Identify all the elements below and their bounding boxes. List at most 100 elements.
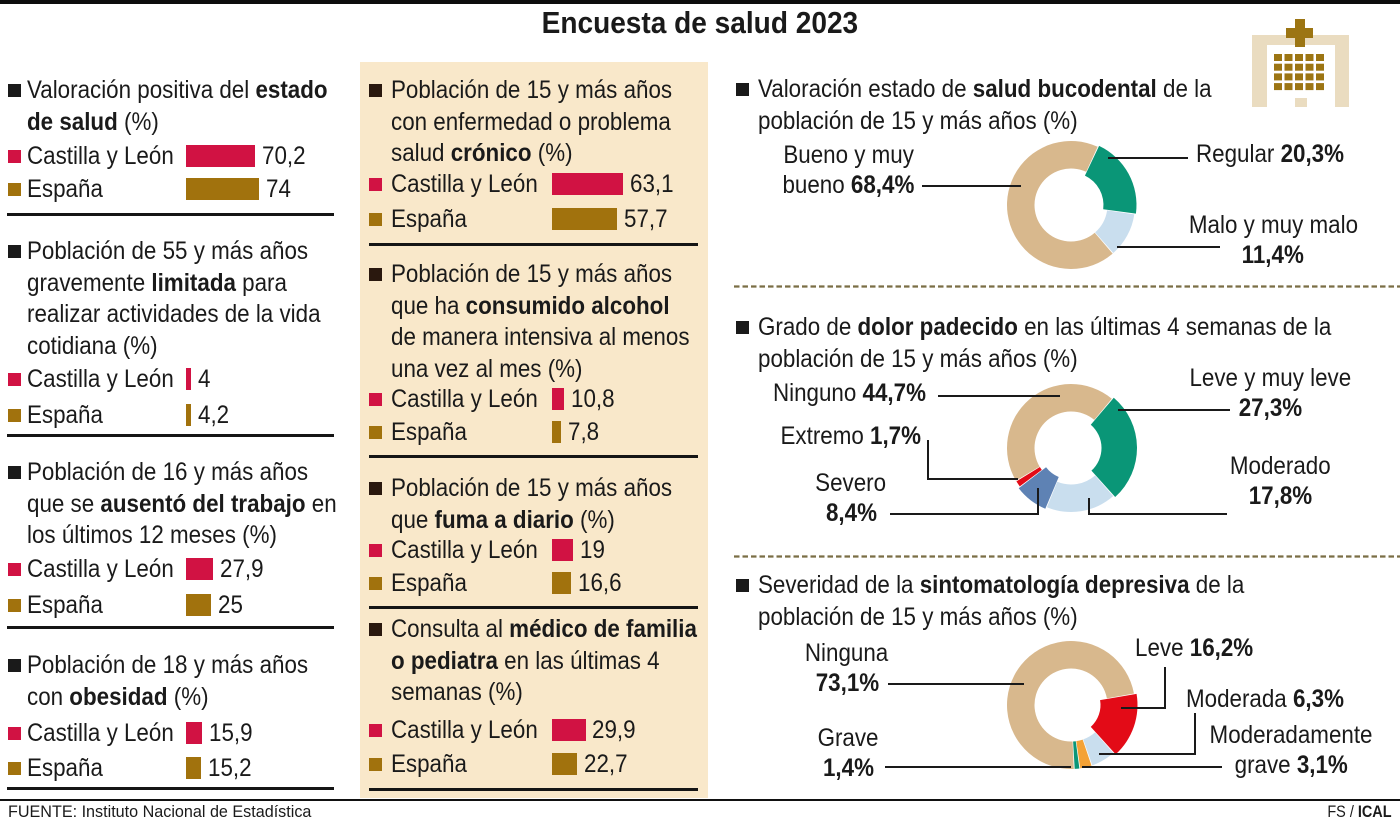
legend-row: Castilla y León 19 (369, 535, 709, 565)
text-run-bold: 3,1% (1296, 751, 1348, 779)
legend-swatch (369, 213, 382, 226)
text-run: población de 15 y más años (%) (758, 602, 1078, 631)
text-run-bold: estado (255, 76, 328, 104)
legend-label: Castilla y León (27, 141, 191, 171)
block-separator (369, 243, 698, 246)
credit-text: FS / ICAL (1328, 801, 1392, 823)
legend-label: España (27, 753, 112, 783)
value-label: 16,6 (578, 568, 627, 598)
heading-line: Población de 15 y más años (391, 259, 725, 291)
donut-label-line: 8,4% (681, 498, 1021, 528)
text-run: Valoración positiva del (27, 76, 256, 104)
heading-line: Población de 16 y más años (27, 457, 373, 489)
heading-bullet-icon (8, 84, 21, 97)
value-label: 7,8 (568, 417, 603, 447)
value-bar (552, 539, 574, 561)
value-label: 22,7 (584, 749, 633, 779)
legend-swatch (8, 599, 21, 612)
text-run: Severo (815, 469, 887, 497)
text-run: Ninguna (805, 639, 889, 667)
heading-bullet-icon (736, 321, 749, 334)
legend-label-text: Castilla y León (391, 385, 538, 413)
block-separator (7, 434, 334, 437)
text-run: Población de 15 y más años (391, 260, 673, 288)
legend-swatch (8, 762, 21, 775)
text-run: Población de 16 y más años (27, 458, 309, 486)
heading-bullet-icon (8, 245, 21, 258)
text-run: (%) (573, 505, 615, 534)
legend-swatch (369, 178, 382, 191)
donut-label-line: Severo (681, 468, 1021, 498)
value-label: 25 (218, 590, 246, 620)
value-label: 10,8 (571, 384, 620, 414)
text-line-content: una vez al mes (%) (391, 354, 583, 386)
value-text: 10,8 (571, 385, 615, 413)
text-run: de la (1156, 75, 1212, 103)
heading-line: que ha consumido alcohol (391, 291, 725, 323)
legend-label-text: Castilla y León (391, 536, 538, 564)
text-run-bold: ausentó del trabajo (100, 489, 306, 518)
text-run: (%) (531, 139, 573, 167)
legend-label: Castilla y León (27, 718, 191, 748)
heading-line: Población de 18 y más años (27, 650, 341, 682)
heading-bullet-icon (369, 84, 382, 97)
donut-slice-regular (1084, 145, 1137, 214)
legend-label: Castilla y León (391, 169, 555, 199)
text-line-content: Valoración estado de salud bucodental de… (758, 74, 1212, 106)
text-run: Población de 55 y más años (27, 237, 309, 265)
value-text: 15,9 (208, 719, 253, 747)
heading-line: salud crónico (%) (391, 138, 705, 170)
text-run-bold: 8,4% (825, 499, 877, 527)
value-bar (186, 722, 202, 744)
legend-row: España 4,2 (8, 400, 348, 430)
text-run: Moderado (1229, 452, 1331, 480)
footer-rule (0, 799, 1400, 801)
text-run-bold: 20,3% (1280, 140, 1345, 168)
text-run-bold: 1,4% (822, 754, 874, 782)
value-bar (186, 594, 211, 616)
text-line-content: 11,4% (1242, 240, 1304, 270)
donut-slice-ninguno (1006, 383, 1112, 481)
value-text: 16,6 (577, 569, 622, 597)
text-line-content: Moderado (1230, 451, 1331, 481)
text-run: para (235, 268, 287, 297)
heading-line: gravemente limitada para (27, 268, 355, 300)
heading-line: que fuma a diario (%) (391, 505, 705, 537)
text-run: Grave (817, 724, 879, 752)
heading-line: población de 15 y más años (%) (758, 602, 1301, 634)
text-run: Valoración estado de (758, 75, 973, 103)
text-run: que (391, 505, 435, 534)
text-run: en las últimas 4 semanas de la (1017, 313, 1332, 341)
donut-label-line: Grave (678, 723, 1018, 753)
value-bar (552, 173, 623, 195)
donut-section-heading: Valoración estado de salud bucodental de… (758, 74, 1265, 137)
text-run-bold: 44,7% (862, 379, 926, 407)
credit-prefix: FS / (1327, 802, 1359, 821)
donut-label-extremo: Extremo 1,7% (601, 421, 921, 451)
text-run-bold: médico de familia (509, 615, 697, 643)
text-line-content: Extremo 1,7% (780, 421, 921, 451)
donut-slice-bueno-y-muy-bueno (1006, 141, 1113, 270)
donut-label-line: 11,4% (1103, 240, 1400, 270)
top-rule (0, 0, 1400, 4)
legend-swatch (8, 150, 21, 163)
text-line-content: Población de 18 y más años (27, 650, 308, 682)
text-run: de manera intensiva al menos (391, 323, 690, 351)
legend-row: España 57,7 (369, 204, 709, 234)
text-line-content: Severo (816, 468, 887, 498)
donut-label-moderado: Moderado 17,8% (1110, 451, 1400, 511)
legend-label: España (391, 204, 476, 234)
legend-label-text: Castilla y León (27, 365, 174, 393)
value-bar (186, 178, 259, 200)
heading-line: Severidad de la sintomatología depresiva… (758, 570, 1301, 602)
credit-agency: ICAL (1358, 802, 1392, 821)
heading-line: que se ausentó del trabajo en (27, 489, 373, 521)
legend-label: Castilla y León (391, 715, 555, 745)
donut-label-ninguna: Ninguna 73,1% (677, 638, 1017, 698)
legend-row: Castilla y León 29,9 (369, 715, 709, 745)
legend-row: Castilla y León 27,9 (8, 554, 348, 584)
donut-label-regular: Regular 20,3% (1196, 139, 1361, 169)
text-run-bold: consumido alcohol (465, 291, 670, 320)
donut-label-line: Ninguno 44,7% (606, 378, 926, 408)
